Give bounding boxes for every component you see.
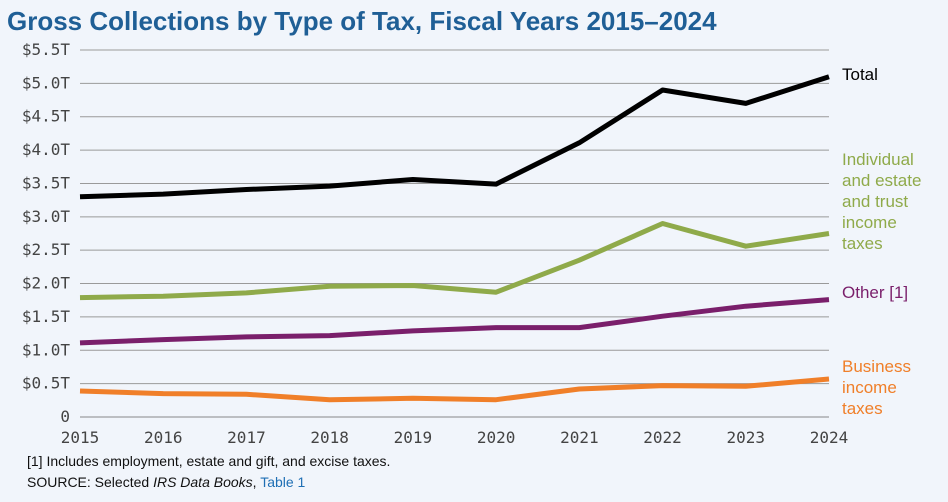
series-label-line: income — [842, 213, 897, 232]
y-tick-label: $1.0T — [22, 340, 71, 359]
series-line-2 — [79, 297, 830, 346]
series-label-0: Total — [842, 65, 878, 84]
y-tick-label: $3.0T — [22, 207, 71, 226]
source-note: SOURCE: Selected IRS Data Books, Table 1 — [27, 474, 305, 490]
series-label-line: and estate — [842, 171, 921, 190]
y-tick-label: $2.0T — [22, 274, 71, 293]
series-label-line: income — [842, 378, 897, 397]
series-line-1 — [79, 221, 830, 301]
series-label-line: Other [1] — [842, 283, 908, 302]
grid-lines — [80, 49, 829, 418]
x-tick-label: 2022 — [643, 428, 682, 447]
x-tick-label: 2021 — [560, 428, 599, 447]
x-tick-label: 2016 — [144, 428, 183, 447]
series-lines — [79, 74, 830, 403]
x-tick-label: 2019 — [394, 428, 433, 447]
series-label-2: Other [1] — [842, 283, 908, 302]
x-tick-label: 2020 — [477, 428, 516, 447]
y-tick-label: $4.0T — [22, 140, 71, 159]
series-label-line: Business — [842, 357, 911, 376]
footnote: [1] Includes employment, estate and gift… — [27, 453, 391, 469]
x-tick-label: 2018 — [310, 428, 349, 447]
series-end-labels: Total Individual and estate and trust income… — [842, 65, 921, 418]
y-tick-label: $0.5T — [22, 374, 71, 393]
series-label-line: taxes — [842, 399, 883, 418]
series-label-line: taxes — [842, 234, 883, 253]
y-tick-label: $5.0T — [22, 73, 71, 92]
x-axis-ticks: 2015 2016 2017 2018 2019 2020 2021 2022 2023 2024 — [61, 428, 849, 447]
x-tick-label: 2015 — [61, 428, 100, 447]
series-label-line: Individual — [842, 150, 914, 169]
y-tick-label: $1.5T — [22, 307, 71, 326]
y-tick-label: $2.5T — [22, 240, 71, 259]
x-tick-label: 2024 — [810, 428, 849, 447]
source-separator: , — [252, 474, 261, 490]
source-prefix: SOURCE: Selected — [27, 474, 154, 490]
y-tick-label: 0 — [60, 407, 70, 426]
series-label-1: Individual and estate and trust income taxes — [842, 150, 921, 253]
chart-title: Gross Collections by Type of Tax, Fiscal… — [7, 6, 717, 36]
x-tick-label: 2023 — [727, 428, 766, 447]
y-tick-label: $4.5T — [22, 107, 71, 126]
series-line-3 — [79, 376, 830, 403]
source-italic: IRS Data Books — [153, 474, 253, 490]
series-label-line: and trust — [842, 192, 908, 211]
y-tick-label: $3.5T — [22, 173, 71, 192]
y-axis-ticks: $5.5T $5.0T $4.5T $4.0T $3.5T $3.0T $2.5T $2.0T… — [22, 40, 71, 426]
series-line-0 — [79, 74, 830, 200]
series-label-line: Total — [842, 65, 878, 84]
y-tick-label: $5.5T — [22, 40, 71, 59]
x-tick-label: 2017 — [227, 428, 266, 447]
series-label-3: Business income taxes — [842, 357, 911, 418]
source-table-link[interactable]: Table 1 — [260, 474, 306, 490]
